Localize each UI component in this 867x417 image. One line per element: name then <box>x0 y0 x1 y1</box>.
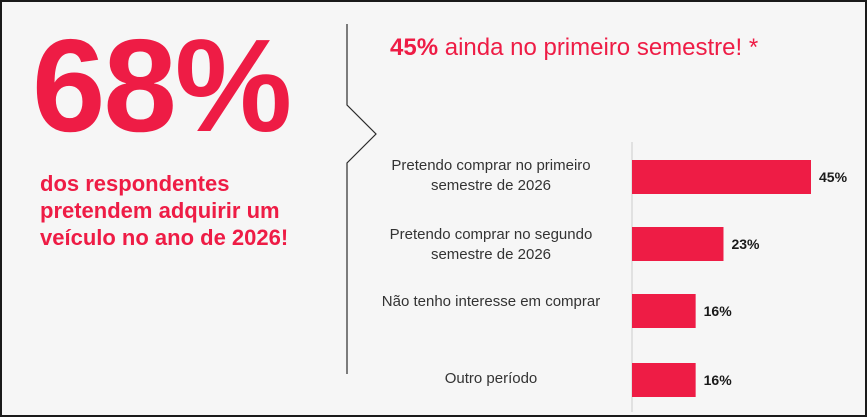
bar <box>632 363 696 397</box>
bar-value-label: 23% <box>731 236 760 252</box>
bar <box>632 160 811 194</box>
big-stat: 68% <box>32 12 292 159</box>
bar <box>632 227 724 261</box>
headline: 45% ainda no primeiro semestre! * <box>390 36 758 60</box>
bar-value-label: 16% <box>704 372 733 388</box>
category-label: Pretendo comprar no segundo semestre de … <box>389 226 593 263</box>
stat-description: dos respondentes pretendem adquirir um v… <box>40 171 289 250</box>
category-label: Outro período <box>444 370 538 387</box>
headline-text: ainda no primeiro semestre! * <box>438 34 759 61</box>
bar <box>632 294 696 328</box>
headline-highlight: 45% <box>390 34 439 61</box>
category-label: Pretendo comprar no primeiro semestre de… <box>391 157 591 194</box>
category-label: Não tenho interesse em comprar <box>381 293 601 310</box>
bar-value-label: 16% <box>704 303 733 319</box>
bar-value-label: 45% <box>819 169 848 185</box>
